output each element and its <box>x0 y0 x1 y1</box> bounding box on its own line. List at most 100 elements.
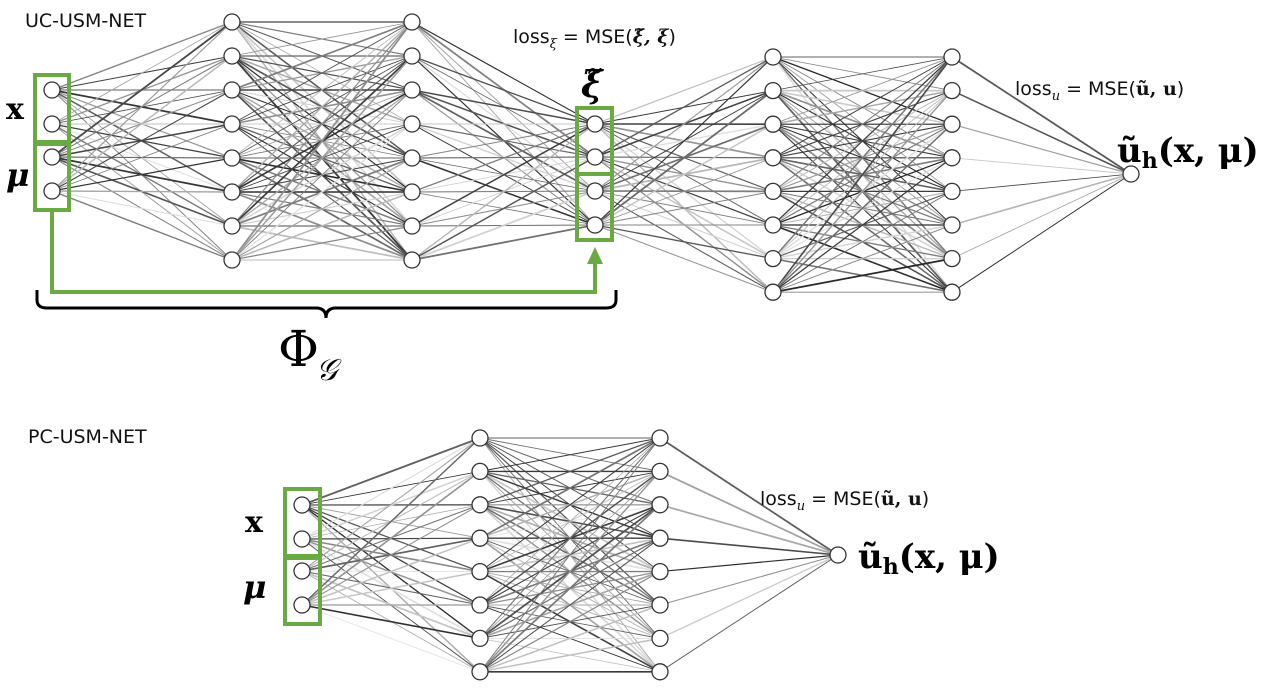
loss-xi-prefix: loss <box>513 26 550 48</box>
uc-neuron-layer-1 <box>223 115 241 133</box>
pc-neuron-layer-1 <box>471 562 489 581</box>
uc-connection <box>411 89 596 125</box>
loss-xi-args: ξ̃, ξ <box>633 26 670 48</box>
uc-connection <box>51 21 233 91</box>
pc-output-label: ũh(x, μ) <box>858 537 1000 580</box>
pc-neuron-layer-2 <box>651 562 669 581</box>
pc-neuron-layer-0 <box>293 496 311 514</box>
uc-connection <box>231 21 413 125</box>
pc-connection <box>301 570 481 606</box>
uc-connection <box>231 157 413 261</box>
loss-xi-eq: = MSE( <box>563 26 633 48</box>
pc-connection <box>659 470 839 556</box>
pc-neuron-layer-0 <box>293 562 311 580</box>
uc-connection <box>411 224 596 261</box>
uc-neuron-layer-3 <box>586 148 604 166</box>
uc-connection <box>51 21 233 125</box>
pc-net-neurons <box>293 429 847 681</box>
uc-connection <box>411 190 596 261</box>
uc-neuron-layer-0 <box>43 182 61 200</box>
uc-connection <box>51 55 233 192</box>
uc-neuron-layer-3 <box>586 182 604 200</box>
uc-connection <box>594 224 774 260</box>
pc-connection <box>301 604 481 640</box>
pc-neuron-layer-2 <box>651 496 669 514</box>
uc-connection <box>594 56 774 125</box>
uc-connection <box>594 123 774 226</box>
pc-net-connections <box>301 437 839 673</box>
uc-output-h: h <box>1142 148 1158 174</box>
uc-connection <box>51 190 233 227</box>
uc-neuron-layer-4 <box>764 149 782 167</box>
uc-neuron-layer-0 <box>43 115 61 133</box>
uc-neuron-layer-2 <box>403 149 421 167</box>
uc-connection <box>231 191 413 261</box>
uc-connection <box>594 89 774 226</box>
uc-neuron-layer-5 <box>943 216 961 234</box>
pc-connection <box>301 437 481 506</box>
loss-xi-sub: ξ <box>550 37 558 52</box>
uc-connection <box>951 123 1132 175</box>
pc-connection <box>479 437 661 573</box>
uc-connection <box>411 123 596 261</box>
uc-connection <box>51 21 233 192</box>
uc-connection <box>951 173 1132 293</box>
uc-neuron-layer-2 <box>403 13 421 31</box>
pc-neuron-layer-1 <box>471 663 489 681</box>
pc-connection <box>659 554 839 606</box>
uc-connection <box>231 123 413 261</box>
uc-latent-bottom-box <box>575 172 614 242</box>
uc-neuron-layer-1 <box>223 149 241 167</box>
pc-connection <box>659 437 839 556</box>
uc-connection <box>772 257 953 294</box>
uc-neuron-layer-1 <box>223 183 241 201</box>
pc-neuron-layer-2 <box>651 429 669 447</box>
uc-connection <box>772 56 953 91</box>
uc-loss-u-formula: lossu = MSE(ũ, u) <box>1015 78 1184 104</box>
uc-connection <box>594 56 774 158</box>
phi-subscript: 𝒢 <box>316 353 342 388</box>
uc-neuron-layer-4 <box>764 81 782 100</box>
uc-connection <box>231 89 413 261</box>
uc-connection <box>51 123 233 192</box>
uc-connection <box>231 21 413 159</box>
uc-neuron-layer-5 <box>943 283 961 301</box>
uc-neuron-layer-2 <box>403 115 421 133</box>
uc-neuron-layer-2 <box>403 251 421 269</box>
uc-connection <box>51 89 233 192</box>
uc-connection <box>594 56 774 192</box>
input-to-latent-arrow <box>50 210 597 294</box>
uc-neuron-layer-3 <box>586 115 604 133</box>
uc-output-label: ũh(x, μ) <box>1117 131 1259 174</box>
pc-neuron-layer-1 <box>471 629 489 648</box>
pc-loss-u-prefix: loss <box>760 488 797 510</box>
uc-connection <box>51 190 233 193</box>
uc-neuron-layer-0 <box>43 81 61 99</box>
uc-neuron-layer-1 <box>223 13 241 31</box>
uc-neuron-layer-4 <box>764 283 782 301</box>
uc-connection <box>231 21 413 57</box>
pc-connection <box>659 554 839 640</box>
pc-connection <box>301 470 481 606</box>
uc-connection <box>411 156 596 261</box>
pc-connection <box>479 437 661 472</box>
uc-connection <box>411 123 596 159</box>
uc-neuron-layer-1 <box>223 217 241 235</box>
uc-neuron-layer-0 <box>43 148 61 166</box>
pc-connection <box>479 604 661 673</box>
uc-connection <box>951 157 1132 175</box>
uc-input-x-label: x <box>6 92 25 127</box>
pc-connection <box>479 437 661 673</box>
uc-connection <box>411 123 596 227</box>
pc-neuron-layer-2 <box>651 663 669 681</box>
pc-input-mu-label: μ <box>243 568 266 606</box>
uc-connection <box>772 56 953 159</box>
arrow-head <box>587 247 603 264</box>
pc-connection <box>659 503 839 556</box>
pc-connection <box>659 537 839 556</box>
uc-neuron-layer-6 <box>1122 165 1140 183</box>
uc-neuron-layer-4 <box>764 182 782 201</box>
pc-neuron-layer-2 <box>651 462 669 481</box>
uc-neuron-layer-2 <box>403 217 421 235</box>
uc-neuron-layer-2 <box>403 183 421 201</box>
